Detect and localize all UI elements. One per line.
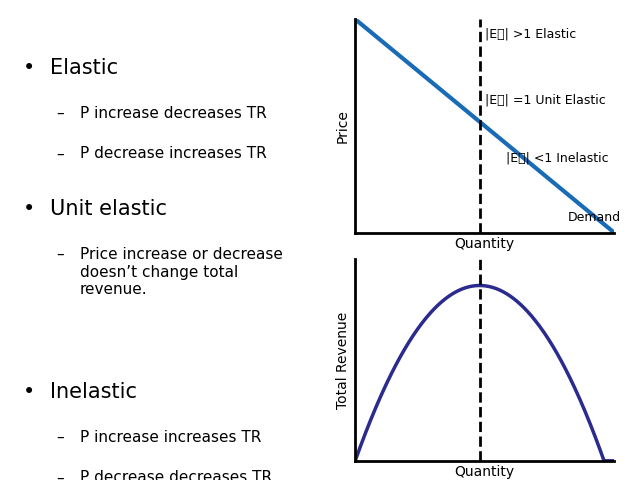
Text: Inelastic: Inelastic xyxy=(50,382,137,402)
Text: –: – xyxy=(56,106,64,120)
Text: –: – xyxy=(56,430,64,444)
Text: |E₝| >1 Elastic: |E₝| >1 Elastic xyxy=(485,28,576,41)
X-axis label: Quantity: Quantity xyxy=(455,237,515,251)
Text: Demand: Demand xyxy=(568,211,621,225)
Text: P decrease decreases TR: P decrease decreases TR xyxy=(80,470,272,480)
Text: •: • xyxy=(23,382,36,402)
Text: Price increase or decrease
doesn’t change total
revenue.: Price increase or decrease doesn’t chang… xyxy=(80,247,283,297)
Text: •: • xyxy=(23,199,36,219)
Text: –: – xyxy=(56,470,64,480)
Text: –: – xyxy=(56,146,64,161)
Y-axis label: Total Revenue: Total Revenue xyxy=(335,312,349,408)
Text: P increase increases TR: P increase increases TR xyxy=(80,430,261,444)
Text: –: – xyxy=(56,247,64,262)
Text: •: • xyxy=(23,58,36,78)
Text: |E₝| <1 Inelastic: |E₝| <1 Inelastic xyxy=(506,152,608,165)
Text: P increase decreases TR: P increase decreases TR xyxy=(80,106,267,120)
X-axis label: Quantity: Quantity xyxy=(455,465,515,479)
Y-axis label: Price: Price xyxy=(335,109,349,143)
Text: Unit elastic: Unit elastic xyxy=(50,199,167,219)
Text: P decrease increases TR: P decrease increases TR xyxy=(80,146,267,161)
Text: Elastic: Elastic xyxy=(50,58,118,78)
Text: |E₝| =1 Unit Elastic: |E₝| =1 Unit Elastic xyxy=(485,94,605,107)
